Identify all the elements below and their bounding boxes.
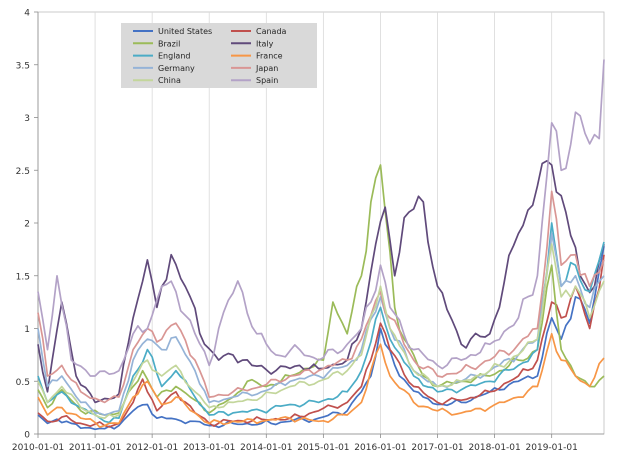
legend-label: Italy bbox=[256, 39, 274, 48]
x-tick-label: 2019-01-01 bbox=[526, 443, 578, 453]
y-tick-label: 3 bbox=[24, 114, 30, 124]
axes: 0 0.5 1 1.5 2 2.5 3 3.5 4 2010-01-01 2011-01-01 201… bbox=[12, 9, 604, 453]
legend-label: United States bbox=[158, 27, 212, 36]
x-tick-label: 2014-01-01 bbox=[240, 443, 292, 453]
x-tick-label: 2018-01-01 bbox=[468, 443, 520, 453]
x-tick-label: 2011-01-01 bbox=[69, 443, 121, 453]
series-line bbox=[37, 254, 605, 428]
series-line bbox=[37, 160, 605, 404]
y-tick-label: 2.5 bbox=[16, 167, 30, 177]
legend-label: Japan bbox=[255, 64, 278, 73]
y-tick-label: 3.5 bbox=[16, 61, 30, 71]
series-line bbox=[37, 332, 605, 428]
y-tick-label: 4 bbox=[24, 9, 30, 19]
x-tick-label: 2016-01-01 bbox=[354, 443, 406, 453]
series-line bbox=[37, 246, 605, 431]
x-tick-label: 2015-01-01 bbox=[297, 443, 349, 453]
series-line bbox=[37, 243, 605, 420]
x-tick-label: 2017-01-01 bbox=[411, 443, 463, 453]
series-lines bbox=[37, 59, 605, 431]
legend-label: Spain bbox=[256, 76, 278, 85]
series-line bbox=[37, 222, 605, 424]
series-line bbox=[37, 190, 605, 404]
y-tick-label: 2 bbox=[24, 220, 30, 230]
x-tick-label: 2013-01-01 bbox=[183, 443, 235, 453]
legend-box bbox=[121, 23, 317, 88]
x-tick-label: 2012-01-01 bbox=[126, 443, 178, 453]
legend: United States Canada Brazil Italy England Fra… bbox=[121, 23, 317, 88]
y-tick-label: 1 bbox=[24, 325, 30, 335]
legend-label: Germany bbox=[158, 64, 195, 73]
x-tick-label: 2010-01-01 bbox=[12, 443, 64, 453]
legend-label: Brazil bbox=[158, 39, 180, 48]
y-tick-label: 0 bbox=[24, 431, 30, 441]
y-tick-label: 0.5 bbox=[16, 378, 30, 388]
legend-label: China bbox=[158, 76, 181, 85]
series-line bbox=[37, 59, 605, 377]
legend-label: France bbox=[256, 52, 283, 61]
y-tick-label: 1.5 bbox=[16, 272, 30, 282]
series-line bbox=[37, 232, 605, 416]
legend-label: Canada bbox=[256, 27, 287, 36]
legend-label: England bbox=[158, 52, 190, 61]
